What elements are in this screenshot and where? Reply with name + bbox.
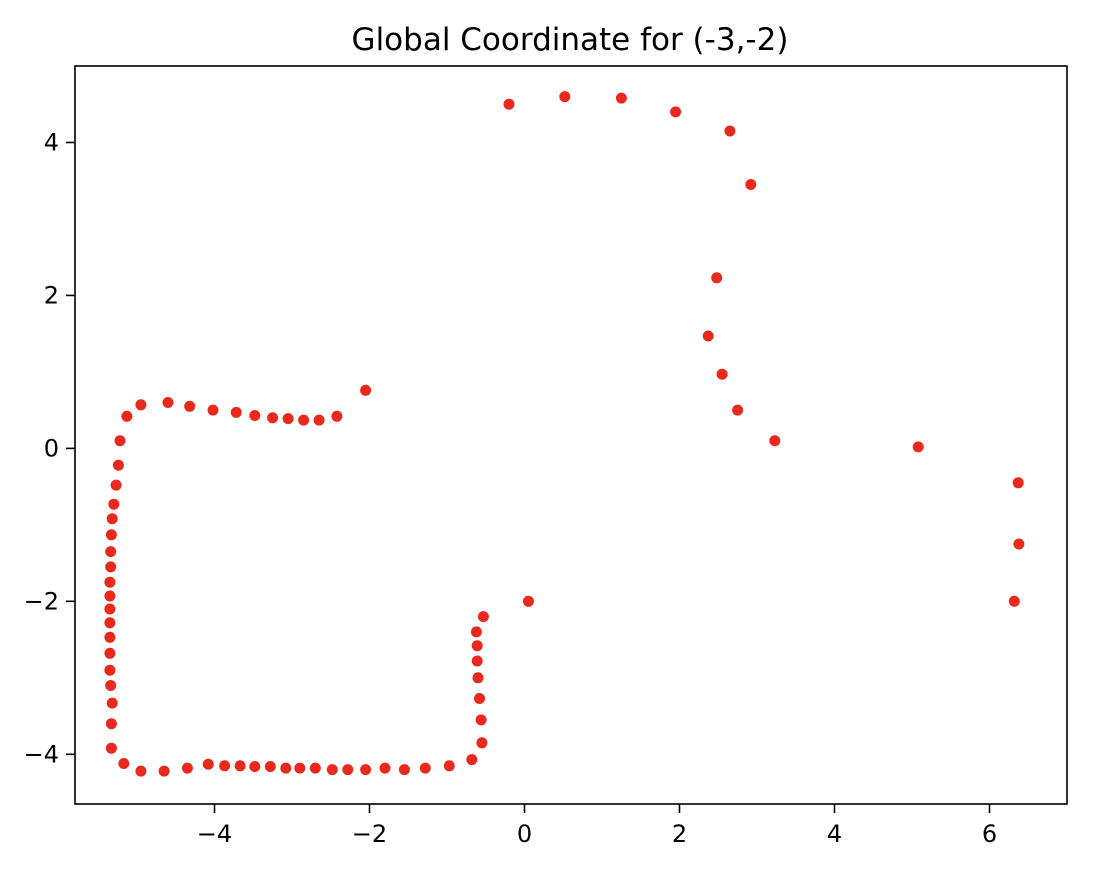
data-point-0-7 xyxy=(702,330,714,342)
data-point-0-19 xyxy=(298,414,310,426)
chart-title: Global Coordinate for (-3,-2) xyxy=(352,22,789,58)
data-point-0-9 xyxy=(732,404,744,416)
y-axis: −4 −2 0 2 4 xyxy=(24,128,75,768)
y-tick-label-3: 2 xyxy=(44,281,59,309)
data-point-0-14 xyxy=(1008,595,1020,607)
data-point-0-23 xyxy=(230,406,242,418)
data-point-0-47 xyxy=(105,742,117,754)
data-point-0-62 xyxy=(360,764,372,776)
x-tick-label-1: −2 xyxy=(352,820,387,848)
data-point-0-28 xyxy=(121,410,133,422)
data-point-0-18 xyxy=(313,414,325,426)
data-point-0-1 xyxy=(559,91,571,103)
data-point-0-49 xyxy=(135,765,147,777)
data-point-0-27 xyxy=(135,399,147,411)
x-tick-label-3: 2 xyxy=(672,820,687,848)
data-point-0-21 xyxy=(267,412,279,424)
x-tick-label-4: 4 xyxy=(827,820,842,848)
y-tick-label-0: −4 xyxy=(24,740,59,768)
data-point-0-59 xyxy=(309,762,321,774)
data-point-0-65 xyxy=(419,762,431,774)
y-tick-label-1: −2 xyxy=(24,587,59,615)
data-point-0-36 xyxy=(105,561,117,573)
data-point-0-45 xyxy=(106,697,118,709)
data-point-0-8 xyxy=(716,368,728,380)
data-point-0-31 xyxy=(110,479,122,491)
data-point-0-75 xyxy=(477,611,489,623)
data-point-0-32 xyxy=(108,498,120,510)
data-point-0-30 xyxy=(112,459,124,471)
data-point-0-4 xyxy=(724,125,736,137)
x-tick-label-2: 0 xyxy=(517,820,532,848)
data-point-0-46 xyxy=(105,718,117,730)
data-point-0-55 xyxy=(249,761,261,772)
data-point-0-70 xyxy=(474,693,485,704)
data-point-0-67 xyxy=(466,754,478,766)
data-point-0-56 xyxy=(264,761,276,772)
data-point-0-68 xyxy=(476,737,488,749)
data-point-0-73 xyxy=(471,640,483,652)
data-point-0-22 xyxy=(249,410,261,421)
data-point-0-58 xyxy=(294,762,306,774)
y-tick-label-2: 0 xyxy=(44,434,59,462)
data-point-0-10 xyxy=(769,435,781,447)
data-point-0-52 xyxy=(202,758,214,770)
x-tick-label-0: −4 xyxy=(197,820,232,848)
data-point-0-26 xyxy=(162,397,174,408)
data-point-0-51 xyxy=(181,762,193,774)
data-points xyxy=(104,91,1025,777)
data-point-0-53 xyxy=(219,760,231,772)
data-point-0-24 xyxy=(207,404,219,416)
data-point-0-20 xyxy=(282,413,294,425)
data-point-0-63 xyxy=(379,762,391,774)
data-point-0-33 xyxy=(106,513,118,525)
data-point-0-69 xyxy=(475,714,487,726)
data-point-0-74 xyxy=(470,626,482,638)
x-axis: −4 −2 0 2 4 6 xyxy=(197,804,997,848)
data-point-0-29 xyxy=(114,435,126,447)
data-point-0-54 xyxy=(234,760,246,772)
data-point-0-15 xyxy=(522,595,534,607)
data-point-0-60 xyxy=(326,764,338,776)
data-point-0-5 xyxy=(745,179,757,190)
x-tick-label-5: 6 xyxy=(982,820,997,848)
data-point-0-42 xyxy=(104,647,116,659)
data-point-0-16 xyxy=(360,384,372,396)
data-point-0-50 xyxy=(158,765,170,777)
y-tick-label-4: 4 xyxy=(44,128,59,156)
data-point-0-25 xyxy=(184,400,196,412)
data-point-0-48 xyxy=(118,758,130,769)
data-point-0-17 xyxy=(331,410,343,422)
data-point-0-39 xyxy=(104,603,116,615)
data-point-0-61 xyxy=(342,764,354,776)
data-point-0-66 xyxy=(443,760,455,772)
data-point-0-64 xyxy=(398,764,410,776)
data-point-0-37 xyxy=(104,576,116,588)
data-point-0-11 xyxy=(912,441,924,453)
data-point-0-38 xyxy=(104,590,116,602)
data-point-0-3 xyxy=(670,106,682,118)
data-point-0-35 xyxy=(105,546,117,558)
data-point-0-34 xyxy=(105,529,117,541)
data-point-0-2 xyxy=(615,92,627,104)
data-point-0-71 xyxy=(472,672,484,684)
data-point-0-40 xyxy=(104,617,116,629)
data-point-0-0 xyxy=(503,98,515,110)
plot-area-frame xyxy=(74,65,1068,805)
data-point-0-12 xyxy=(1012,477,1024,489)
data-point-0-6 xyxy=(711,272,723,284)
data-point-0-72 xyxy=(471,655,483,667)
data-point-0-57 xyxy=(280,762,292,774)
data-point-0-44 xyxy=(105,680,117,691)
data-point-0-41 xyxy=(104,631,116,643)
data-point-0-43 xyxy=(104,664,116,676)
data-point-0-13 xyxy=(1013,538,1025,550)
